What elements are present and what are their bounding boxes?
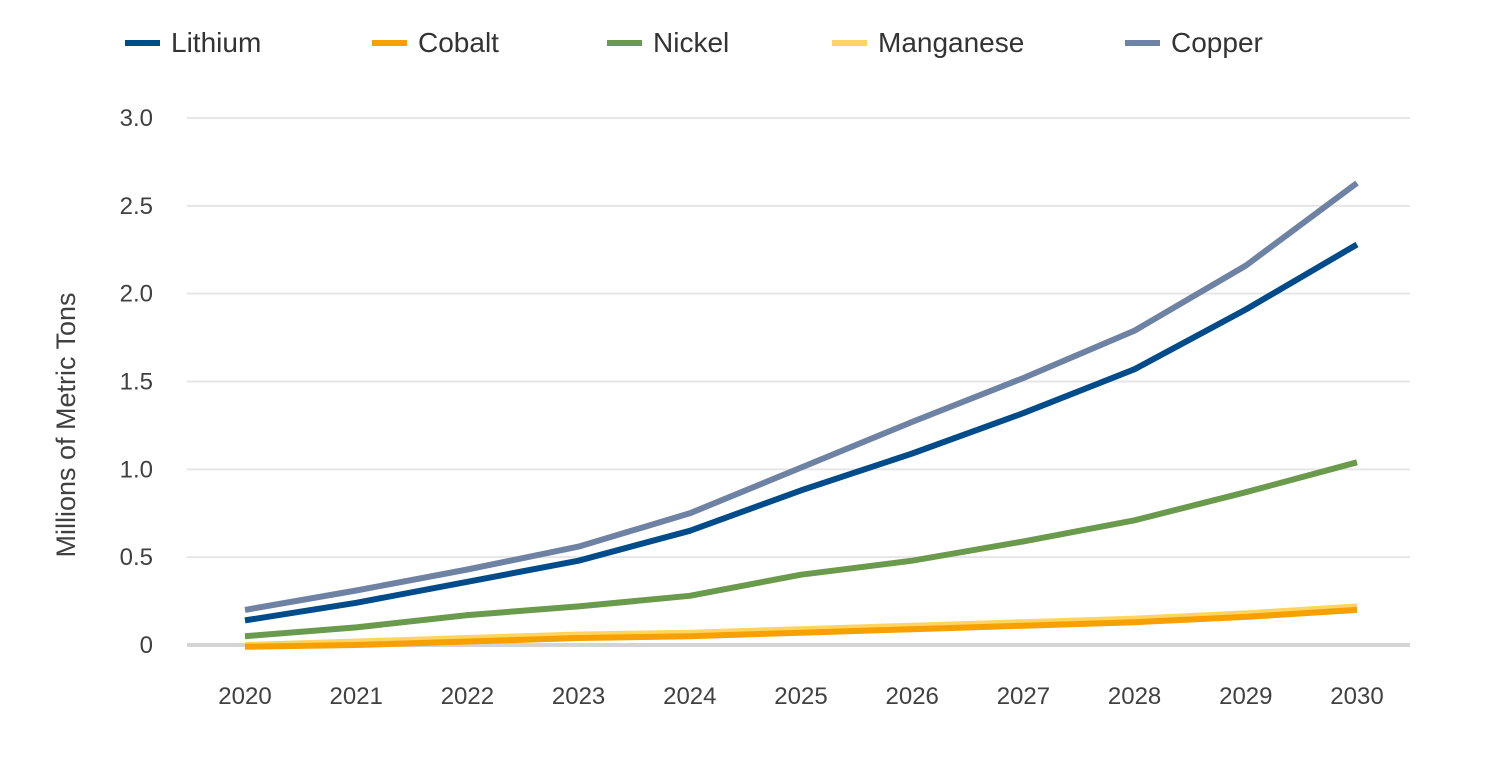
y-tick-label: 2.0 (120, 281, 153, 308)
x-tick-label: 2025 (774, 683, 827, 710)
x-tick-label: 2020 (218, 683, 271, 710)
legend-label: Nickel (653, 27, 729, 58)
x-tick-label: 2028 (1108, 683, 1161, 710)
y-tick-label: 0.5 (120, 544, 153, 571)
series-line-nickel (244, 459, 1358, 640)
y-tick-label: 2.5 (120, 193, 153, 220)
x-tick-label: 2024 (663, 683, 716, 710)
legend-item-lithium: Lithium (125, 27, 261, 58)
y-tick-label: 0 (140, 632, 153, 659)
series-line-cobalt (244, 606, 1358, 650)
legend-label: Cobalt (418, 27, 499, 58)
y-axis-title: Millions of Metric Tons (51, 292, 81, 557)
legend-label: Lithium (171, 27, 261, 58)
x-tick-label: 2023 (552, 683, 605, 710)
x-tick-label: 2021 (330, 683, 383, 710)
legend: Lithium Cobalt Nickel Manganese Copper (125, 27, 1263, 58)
x-tick-label: 2030 (1330, 683, 1383, 710)
x-tick-label: 2022 (441, 683, 494, 710)
legend-item-copper: Copper (1125, 27, 1263, 58)
y-axis-ticks: 0 0.5 1.0 1.5 2.0 2.5 3.0 (120, 105, 153, 659)
x-tick-label: 2026 (886, 683, 939, 710)
legend-label: Manganese (878, 27, 1024, 58)
series-line-manganese (244, 603, 1358, 648)
y-tick-label: 3.0 (120, 105, 153, 132)
x-axis-ticks: 2020 2021 2022 2023 2024 2025 2026 2027 2028 2029… (218, 683, 1383, 710)
legend-label: Copper (1171, 27, 1263, 58)
gridlines (187, 117, 1410, 647)
series-line-copper (244, 180, 1359, 613)
x-tick-label: 2029 (1219, 683, 1272, 710)
series-line-lithium (244, 241, 1359, 624)
legend-item-nickel: Nickel (607, 27, 729, 58)
y-tick-label: 1.0 (120, 456, 153, 483)
legend-item-manganese: Manganese (832, 27, 1024, 58)
y-tick-label: 1.5 (120, 369, 153, 396)
series-lines (244, 180, 1359, 650)
x-tick-label: 2027 (997, 683, 1050, 710)
legend-item-cobalt: Cobalt (372, 27, 499, 58)
